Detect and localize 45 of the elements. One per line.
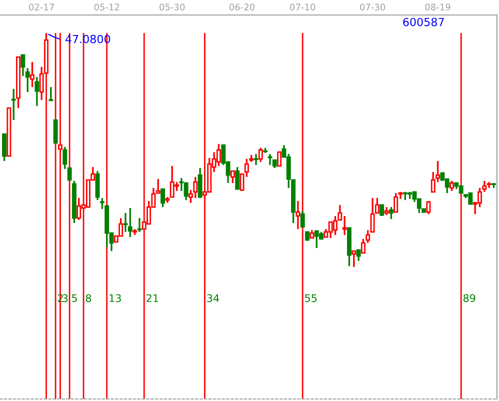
text: 600587 [403,18,444,26]
candlestick [67,167,72,181]
candlestick [48,86,54,102]
candlestick [296,200,300,230]
candlestick [230,170,235,184]
text: 89 [463,294,476,302]
x-tick-label: 05-12 [94,4,120,10]
candlestick [137,217,142,233]
x-tick-label: 02-17 [29,4,54,10]
candlestick [62,146,68,170]
text: 3 [62,294,68,302]
candlestick [394,192,398,213]
text: 8 [86,294,92,302]
candlestick [25,67,30,93]
candlestick [374,197,380,214]
candlestick [380,204,384,217]
candlestick [2,133,7,162]
candlestick [277,151,282,167]
x-tick-label: 07-30 [360,4,386,10]
x-tick-label: 08-19 [425,4,450,10]
text: 13 [110,294,121,302]
text: 21 [146,294,158,302]
candlestick [53,119,58,144]
candlestick [30,61,34,88]
x-tick-label: 05-30 [160,4,185,10]
candlestick [34,76,40,107]
candlestick [258,147,263,163]
x-tick-label: 06-20 [230,4,255,10]
candlestick [198,167,202,199]
candlestick [356,249,361,262]
candlestick [128,207,132,238]
candlestick [235,166,240,190]
candlestick [450,180,454,192]
text: 5 [72,294,77,302]
candlestick [300,210,305,228]
candlestick [426,200,431,215]
candlestick [352,250,356,268]
text: 34 [207,294,220,302]
text: 55 [305,294,317,302]
candlestick [11,88,16,121]
x-tick-label: 07-10 [290,4,316,10]
candlestick [95,170,100,201]
candlestick [160,188,166,208]
candlestick [388,206,394,220]
candlestick [254,153,258,166]
